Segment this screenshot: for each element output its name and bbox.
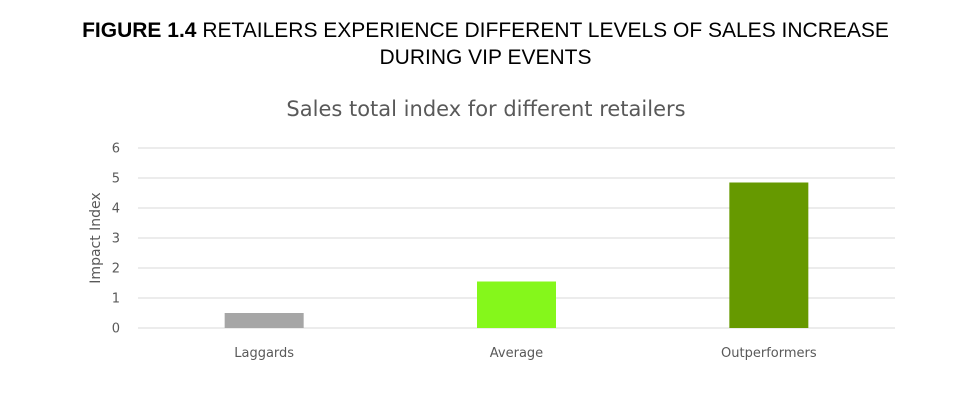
bar-outperformers	[729, 182, 809, 328]
y-tick-label: 1	[112, 292, 120, 307]
y-tick-label: 2	[112, 262, 120, 277]
figure-title-line-2: DURING VIP EVENTS	[379, 46, 592, 69]
figure-title: FIGURE 1.4 RETAILERS EXPERIENCE DIFFEREN…	[0, 17, 971, 71]
x-tick-label: Average	[490, 346, 543, 361]
x-axis-labels: Laggards Average Outperformers	[234, 346, 817, 361]
y-tick-label: 5	[112, 172, 120, 187]
figure-label: FIGURE 1.4	[82, 19, 197, 42]
y-axis-ticks: 0 1 2 3 4 5 6	[112, 142, 120, 337]
y-tick-label: 6	[112, 142, 120, 157]
chart-title: Sales total index for different retailer…	[286, 97, 685, 121]
figure-title-line-1: FIGURE 1.4 RETAILERS EXPERIENCE DIFFEREN…	[0, 17, 971, 44]
bar-laggards	[224, 313, 304, 328]
x-tick-label: Outperformers	[721, 346, 817, 361]
x-tick-label: Laggards	[234, 346, 294, 361]
bars	[224, 182, 809, 328]
figure-title-text: RETAILERS EXPERIENCE DIFFERENT LEVELS OF…	[202, 19, 889, 42]
bar-average	[477, 281, 556, 328]
y-axis-title: Impact Index	[88, 192, 104, 283]
y-tick-label: 0	[112, 322, 120, 337]
y-tick-label: 3	[112, 232, 120, 247]
y-tick-label: 4	[112, 202, 120, 217]
